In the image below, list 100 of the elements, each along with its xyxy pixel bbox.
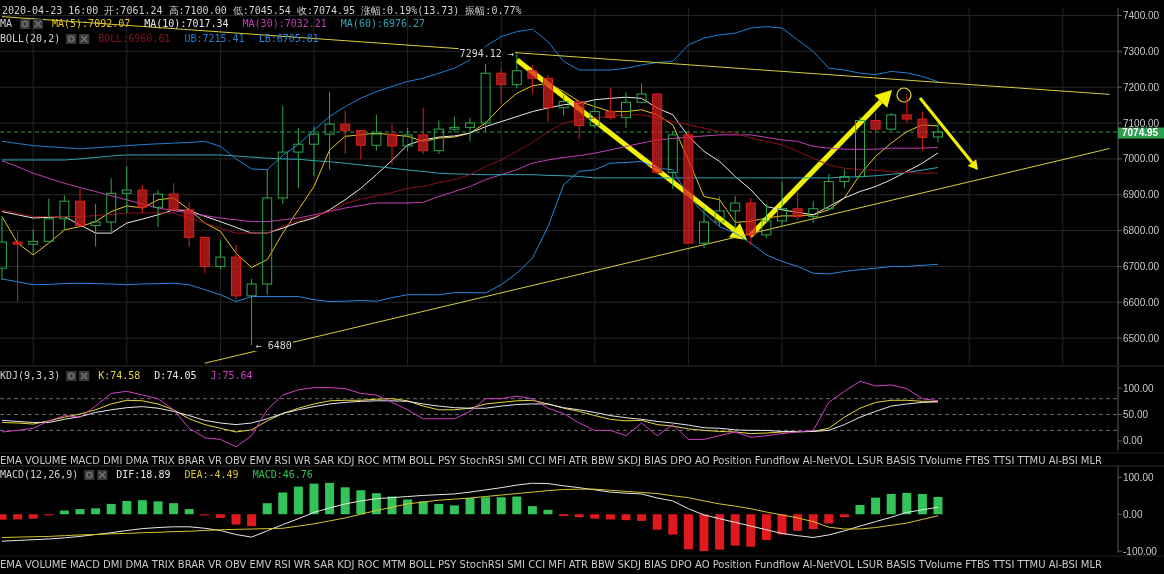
text: FTBS	[965, 455, 990, 466]
text: BRAR	[177, 455, 206, 466]
text: Position	[712, 559, 752, 570]
text: ATR	[568, 559, 588, 570]
text: PSY	[437, 455, 458, 466]
text: TRIX	[150, 455, 175, 466]
text: StochRSI	[459, 455, 505, 466]
text: DPO	[670, 559, 692, 570]
annotation: BOLL(20,2)	[0, 33, 61, 44]
y-tick-label: 7200.00	[1123, 81, 1160, 93]
text: J:75.64	[210, 370, 253, 381]
text: VOLUME	[24, 559, 67, 570]
text: WR	[293, 559, 311, 570]
ref-line-label: 7074.95	[1122, 127, 1159, 139]
text: FTBS	[965, 559, 990, 570]
text: AI-NetVOL	[802, 559, 855, 570]
text: CCI	[528, 559, 546, 570]
text: BOLL	[409, 559, 436, 570]
text: RSI	[274, 559, 291, 570]
y-tick-label: 6900.00	[1123, 189, 1160, 201]
text: OBV	[225, 455, 247, 466]
text: MLR	[1080, 559, 1103, 570]
text: BOLL	[409, 455, 436, 466]
y-tick-label: 100.00	[1123, 382, 1155, 394]
text: TTMU	[1016, 455, 1046, 466]
text: DMI	[103, 455, 123, 466]
text: MACD	[69, 455, 101, 466]
text: DEA:-4.49	[184, 469, 239, 480]
text: BBW	[591, 455, 615, 466]
text: DMA	[125, 455, 149, 466]
text: SMI	[507, 559, 526, 570]
text: TTMU	[1016, 559, 1046, 570]
text: BASIS	[886, 455, 916, 466]
text: AI-NetVOL	[802, 455, 855, 466]
annotation: ← 6480	[255, 340, 292, 352]
text: SKDJ	[617, 559, 641, 570]
text: KDJ	[337, 455, 355, 466]
text: TVolume	[917, 455, 963, 466]
text: LSUR	[856, 455, 884, 466]
text: SAR	[313, 455, 335, 466]
text: BOLL:6960.61	[98, 33, 171, 44]
text: DMI	[103, 559, 123, 570]
text: BIAS	[644, 455, 668, 466]
text: EMV	[249, 559, 272, 570]
text: EMA	[0, 455, 22, 466]
text: EMA	[0, 559, 22, 570]
y-tick-label: 7400.00	[1123, 10, 1160, 22]
text: RSI	[274, 455, 291, 466]
text: OBV	[225, 559, 247, 570]
text: MA(60):6976.27	[340, 18, 426, 29]
y-tick-label: 7000.00	[1123, 153, 1160, 165]
text: SKDJ	[617, 455, 641, 466]
text: ATR	[568, 455, 588, 466]
text: PSY	[437, 559, 458, 570]
series-label: MACD:46.76	[252, 469, 313, 480]
text: Fundflow	[754, 455, 800, 466]
text: Fundflow	[754, 559, 800, 570]
text: SAR	[313, 559, 335, 570]
annotation: 7294.12 →	[459, 48, 514, 60]
y-tick-label: 7100.00	[1123, 117, 1160, 129]
text: MA(30):7032.21	[242, 18, 327, 29]
text: BBW	[591, 559, 615, 570]
y-tick-label: -100.00	[1123, 545, 1158, 557]
text: MTM	[382, 559, 406, 570]
text: TVolume	[917, 559, 963, 570]
text: ROC	[357, 455, 380, 466]
text: DMA	[125, 559, 149, 570]
text: AO	[695, 559, 710, 570]
text: ROC	[357, 559, 380, 570]
y-tick-label: 6500.00	[1123, 332, 1160, 344]
text: MA(10):7017.34	[144, 18, 229, 29]
text: BRAR	[177, 559, 206, 570]
y-tick-label: 0.00	[1123, 435, 1143, 447]
text: LB:6705.81	[258, 33, 319, 44]
text: VR	[208, 455, 222, 466]
text: StochRSI	[459, 559, 505, 570]
text: VR	[208, 559, 222, 570]
y-tick-label: 50.00	[1123, 409, 1149, 421]
text: D:74.05	[154, 370, 197, 381]
text: AO	[695, 455, 710, 466]
text: Position	[712, 455, 752, 466]
text: TRIX	[150, 559, 175, 570]
y-tick-label: 6600.00	[1123, 296, 1160, 308]
text: AI-BSI	[1048, 559, 1078, 570]
text: MACD	[69, 559, 101, 570]
text: BASIS	[886, 559, 916, 570]
text: SMI	[507, 455, 526, 466]
text: TTSI	[992, 455, 1015, 466]
y-tick-label: 7300.00	[1123, 45, 1160, 57]
series-label: K:74.58	[98, 370, 141, 381]
text: MFI	[548, 455, 566, 466]
y-tick-label: 6700.00	[1123, 260, 1160, 272]
text: TTSI	[992, 559, 1015, 570]
text: EMV	[249, 455, 272, 466]
text: MTM	[382, 455, 406, 466]
text: MFI	[548, 559, 566, 570]
text: DIF:18.89	[116, 469, 171, 480]
text: VOLUME	[24, 455, 67, 466]
y-tick-label: 0.00	[1123, 508, 1143, 520]
chart-title: MACD(12,26,9)	[0, 469, 79, 480]
